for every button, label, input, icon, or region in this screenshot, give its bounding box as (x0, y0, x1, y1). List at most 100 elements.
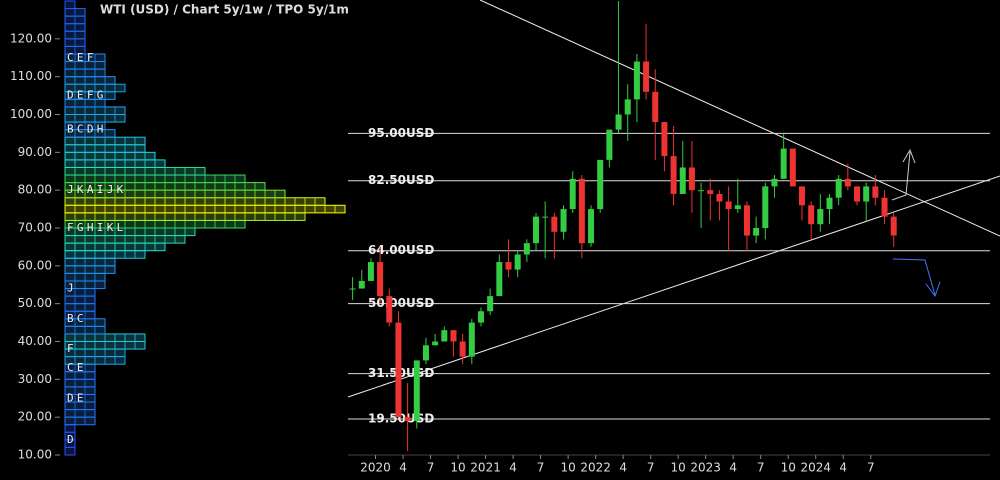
candle-body (468, 322, 475, 357)
tpo-letters: CEF (67, 51, 97, 64)
candle-body (743, 205, 750, 236)
level-label: 64.00USD (368, 243, 434, 257)
annotations (347, 0, 1000, 456)
down-arrow-head (925, 281, 941, 298)
candle-body (789, 148, 796, 187)
tpo-letters: FGHIKL (67, 221, 127, 234)
chart-title: WTI (USD) / Chart 5y/1w / TPO 5y/1m (100, 3, 349, 17)
candle-body (477, 311, 484, 323)
candle-body (762, 186, 769, 228)
candle-body (698, 190, 705, 192)
level-label: 50.00USD (368, 296, 434, 310)
tpo-bar (64, 424, 76, 433)
candle-body (771, 178, 778, 187)
tpo-bar (64, 0, 76, 10)
candle-body (679, 167, 686, 194)
candle-body (377, 262, 384, 297)
candle-body (514, 254, 521, 270)
y-tick-label: 80.00 (18, 183, 52, 197)
x-tick-label: 2022 (580, 461, 611, 475)
x-tick-label: 7 (647, 461, 655, 475)
y-tick-label: 100.00 (10, 107, 52, 121)
trend-line (347, 175, 1000, 398)
x-tick-label: 4 (729, 461, 737, 475)
tpo-bar (64, 416, 96, 426)
level-label: 95.00USD (368, 126, 434, 140)
candle-body (716, 193, 723, 202)
tpo-bar (64, 378, 96, 388)
candle-body (349, 288, 356, 290)
y-tick-label: 50.00 (18, 296, 52, 310)
x-tick-label: 10 (450, 461, 465, 475)
candle-body (450, 330, 457, 342)
candle-body (753, 228, 760, 236)
tpo-letters: BCDH (67, 123, 107, 136)
candle-body (367, 262, 374, 281)
y-tick-label: 40.00 (18, 334, 52, 348)
candle-body (844, 178, 851, 187)
tpo-letters: D (67, 433, 77, 446)
tpo-bar (64, 446, 76, 456)
candle-body (551, 216, 558, 232)
tpo-letters: CE (67, 361, 87, 374)
candle-body (578, 178, 585, 244)
candle-body (395, 322, 402, 418)
candle-body (542, 216, 549, 218)
tpo-letters: J (67, 282, 77, 295)
y-tick-label: 10.00 (18, 448, 52, 462)
x-tick-label: 4 (509, 461, 517, 475)
candle-body (624, 99, 631, 115)
tpo-bar (64, 295, 96, 305)
up-arrow-head (902, 148, 916, 164)
x-tick-label: 4 (399, 461, 407, 475)
candle-body (615, 114, 622, 130)
x-tick-label: 2023 (690, 461, 721, 475)
candle-body (597, 159, 604, 210)
candle-body (734, 205, 741, 210)
y-tick-label: 120.00 (10, 31, 52, 45)
tpo-letters: F (67, 342, 77, 355)
candle-body (459, 341, 466, 357)
x-tick-label: 4 (619, 461, 627, 475)
candle-body (643, 61, 650, 92)
candle-body (661, 122, 668, 157)
x-tick-label: 4 (839, 461, 847, 475)
tpo-letters: DE (67, 391, 87, 404)
y-tick-label: 90.00 (18, 145, 52, 159)
candle-body (533, 216, 540, 244)
candle-body (725, 201, 732, 210)
candle-body (808, 205, 815, 225)
candle-body (505, 262, 512, 270)
level-label: 82.50USD (368, 173, 434, 187)
candle-body (588, 209, 595, 244)
candle-body (872, 186, 879, 198)
tpo-bar (64, 265, 116, 274)
candle-body (780, 148, 787, 179)
down-arrow (892, 258, 936, 296)
up-arrow (891, 151, 911, 201)
candle-body (441, 330, 448, 342)
tpo-bar (64, 76, 116, 85)
x-tick-label: 2021 (470, 461, 501, 475)
x-tick-label: 7 (427, 461, 435, 475)
candle-body (432, 341, 439, 346)
x-tick-label: 2024 (800, 461, 831, 475)
candle-body (422, 345, 429, 361)
tpo-letters: JKAIJK (67, 183, 127, 196)
candle-body (386, 296, 393, 323)
tpo-bar (64, 303, 96, 312)
y-tick-label: 70.00 (18, 221, 52, 235)
tpo-bar (64, 409, 96, 418)
candle-body (863, 186, 870, 202)
candle-body (633, 61, 640, 100)
x-tick-label: 10 (671, 461, 686, 475)
x-tick-label: 7 (867, 461, 875, 475)
y-tick-label: 110.00 (10, 69, 52, 83)
candle-body (854, 186, 861, 202)
x-tick-label: 10 (560, 461, 575, 475)
candle-body (496, 262, 503, 297)
tpo-letters: BC (67, 312, 87, 325)
x-tick-label: 2020 (360, 461, 391, 475)
candle-body (835, 178, 842, 198)
